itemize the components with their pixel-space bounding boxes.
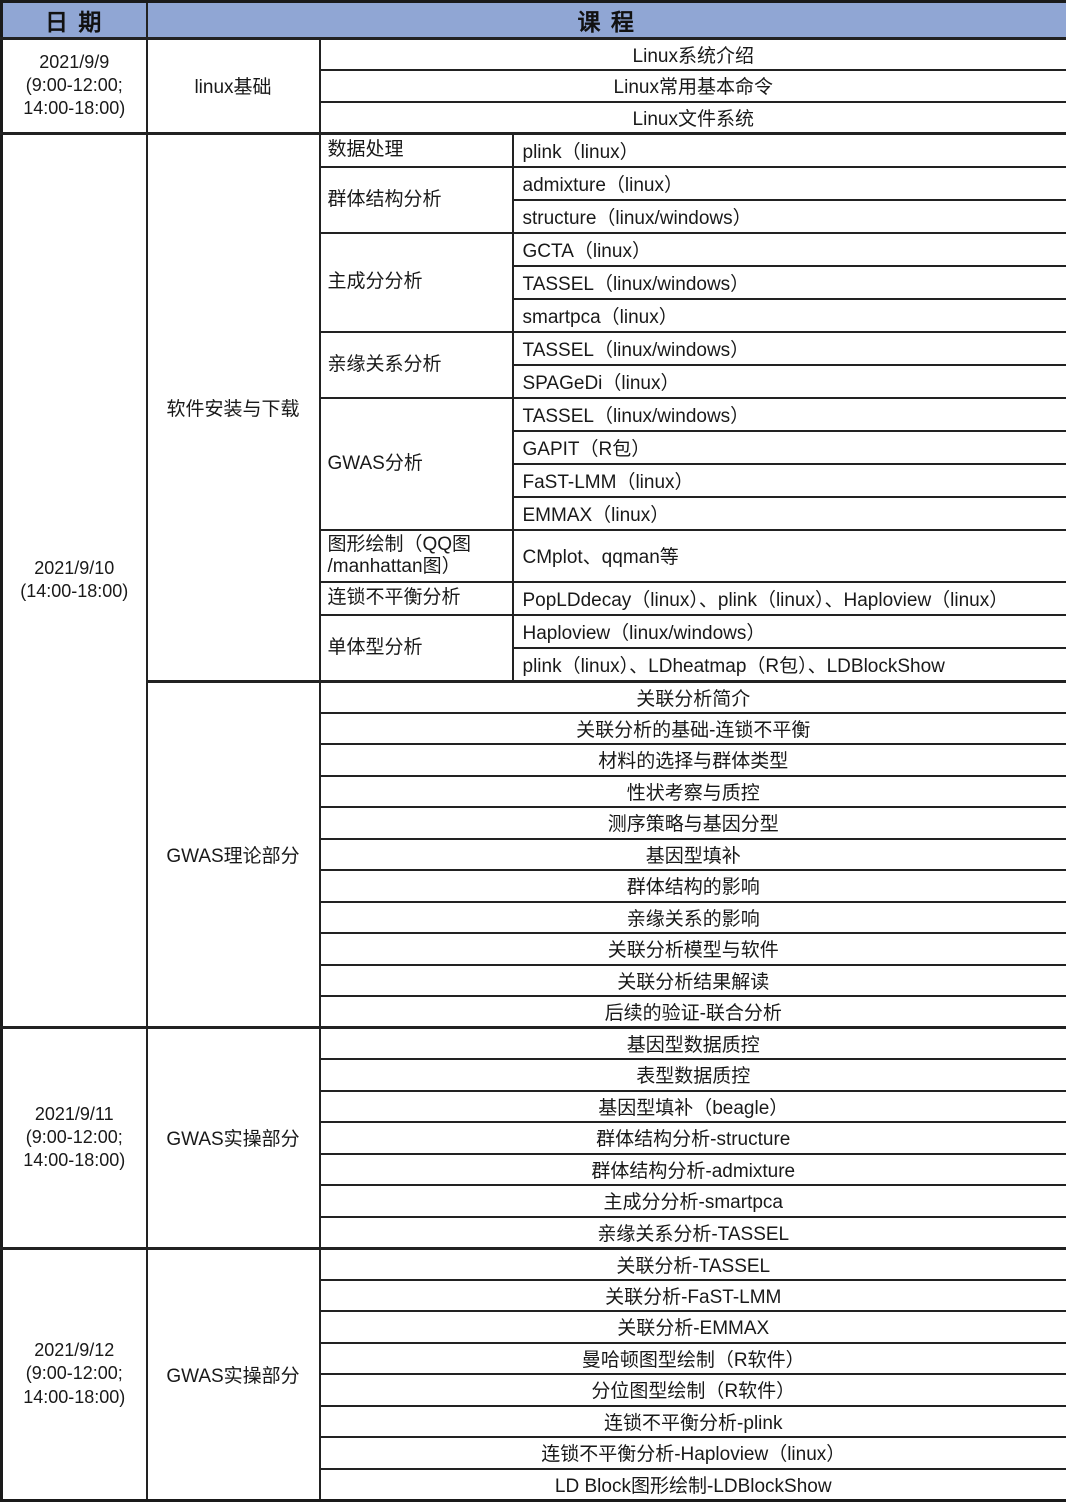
course-cell: Linux系统介绍 (320, 39, 1066, 71)
course-cell: 关联分析-EMMAX (320, 1311, 1066, 1343)
subcategory-cell: 群体结构分析 (320, 167, 513, 233)
course-cell: 连锁不平衡分析-plink (320, 1406, 1066, 1438)
course-cell: 关联分析简介 (320, 681, 1066, 713)
course-cell: Linux文件系统 (320, 102, 1066, 134)
date-column-header: 日 期 (2, 2, 147, 39)
course-cell: 性状考察与质控 (320, 776, 1066, 808)
course-cell: smartpca（linux） (513, 299, 1066, 332)
course-cell: CMplot、qqman等 (513, 530, 1066, 582)
table-row: GWAS理论部分 关联分析简介 (2, 681, 1066, 713)
subcategory-cell: 图形绘制（QQ图 /manhattan图） (320, 530, 513, 582)
course-cell: 群体结构分析-structure (320, 1122, 1066, 1154)
course-cell: SPAGeDi（linux） (513, 365, 1066, 398)
subcategory-cell: GWAS分析 (320, 398, 513, 530)
category-cell: GWAS理论部分 (147, 681, 320, 1028)
date-cell: 2021/9/9 (9:00-12:00; 14:00-18:00) (2, 39, 147, 134)
course-cell: TASSEL（linux/windows） (513, 398, 1066, 431)
course-cell: 关联分析模型与软件 (320, 933, 1066, 965)
course-cell: TASSEL（linux/windows） (513, 266, 1066, 299)
course-cell: 测序策略与基因分型 (320, 807, 1066, 839)
course-cell: 关联分析-FaST-LMM (320, 1280, 1066, 1312)
course-cell: 基因型填补（beagle） (320, 1091, 1066, 1123)
course-cell: PopLDdecay（linux）、plink（linux）、Haploview… (513, 582, 1066, 615)
table-row: 2021/9/9 (9:00-12:00; 14:00-18:00) linux… (2, 39, 1066, 71)
course-cell: 连锁不平衡分析-Haploview（linux） (320, 1437, 1066, 1469)
subcategory-cell: 连锁不平衡分析 (320, 582, 513, 615)
course-cell: GCTA（linux） (513, 233, 1066, 266)
subcategory-cell: 单体型分析 (320, 615, 513, 682)
course-cell: LD Block图形绘制-LDBlockShow (320, 1469, 1066, 1501)
course-cell: plink（linux）、LDheatmap（R包）、LDBlockShow (513, 648, 1066, 682)
course-cell: Haploview（linux/windows） (513, 615, 1066, 648)
subcategory-cell: 亲缘关系分析 (320, 332, 513, 398)
course-cell: 后续的验证-联合分析 (320, 996, 1066, 1028)
table-header-row: 日 期 课 程 (2, 2, 1066, 39)
date-cell: 2021/9/10 (14:00-18:00) (2, 133, 147, 1028)
course-cell: structure（linux/windows） (513, 200, 1066, 233)
course-cell: GAPIT（R包） (513, 431, 1066, 464)
course-cell: 表型数据质控 (320, 1059, 1066, 1091)
table-row: 2021/9/12 (9:00-12:00; 14:00-18:00) GWAS… (2, 1248, 1066, 1280)
course-cell: 亲缘关系分析-TASSEL (320, 1217, 1066, 1249)
course-cell: TASSEL（linux/windows） (513, 332, 1066, 365)
course-cell: 亲缘关系的影响 (320, 902, 1066, 934)
course-cell: admixture（linux） (513, 167, 1066, 200)
course-cell: 基因型数据质控 (320, 1028, 1066, 1060)
course-cell: 主成分分析-smartpca (320, 1185, 1066, 1217)
subcategory-cell: 主成分分析 (320, 233, 513, 332)
course-cell: 分位图型绘制（R软件） (320, 1374, 1066, 1406)
course-cell: 基因型填补 (320, 839, 1066, 871)
course-cell: 关联分析结果解读 (320, 965, 1066, 997)
course-cell: 材料的选择与群体类型 (320, 744, 1066, 776)
course-cell: Linux常用基本命令 (320, 70, 1066, 102)
course-cell: 曼哈顿图型绘制（R软件） (320, 1343, 1066, 1375)
category-cell: linux基础 (147, 39, 320, 134)
table-row: 2021/9/10 (14:00-18:00) 软件安装与下载 数据处理 pli… (2, 133, 1066, 167)
date-cell: 2021/9/12 (9:00-12:00; 14:00-18:00) (2, 1248, 147, 1500)
course-cell: 关联分析的基础-连锁不平衡 (320, 713, 1066, 745)
course-cell: EMMAX（linux） (513, 497, 1066, 530)
category-cell: 软件安装与下载 (147, 133, 320, 681)
category-cell: GWAS实操部分 (147, 1248, 320, 1500)
course-cell: 群体结构的影响 (320, 870, 1066, 902)
category-cell: GWAS实操部分 (147, 1028, 320, 1249)
course-cell: FaST-LMM（linux） (513, 464, 1066, 497)
course-column-header: 课 程 (147, 2, 1066, 39)
table-row: 2021/9/11 (9:00-12:00; 14:00-18:00) GWAS… (2, 1028, 1066, 1060)
date-cell: 2021/9/11 (9:00-12:00; 14:00-18:00) (2, 1028, 147, 1249)
course-cell: 群体结构分析-admixture (320, 1154, 1066, 1186)
course-cell: plink（linux） (513, 133, 1066, 167)
course-cell: 关联分析-TASSEL (320, 1248, 1066, 1280)
subcategory-cell: 数据处理 (320, 133, 513, 167)
